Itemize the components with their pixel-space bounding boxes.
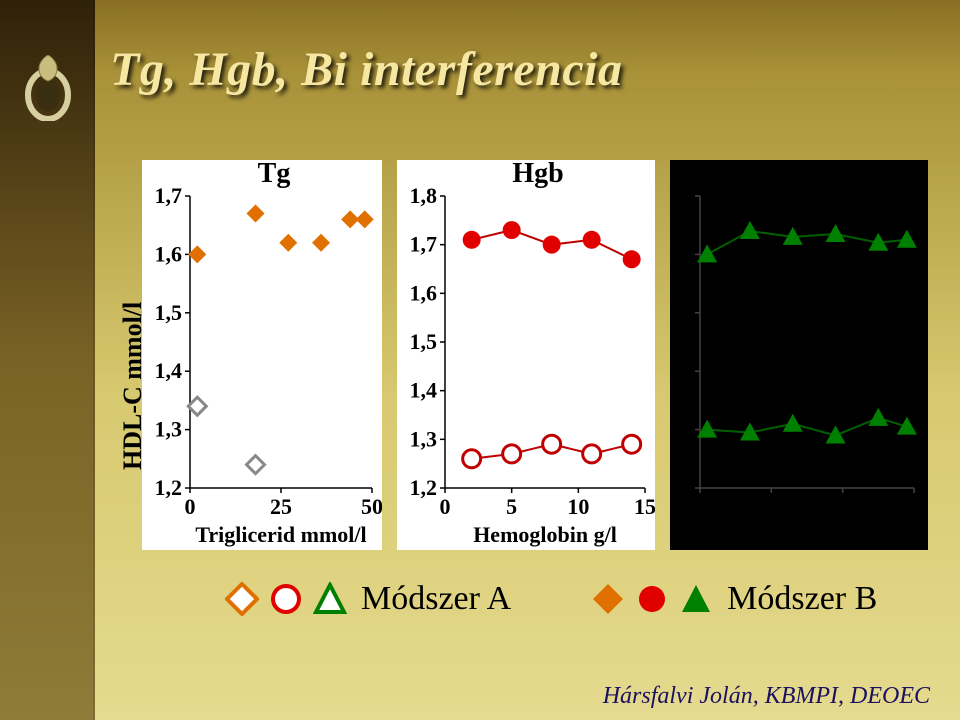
svg-text:15: 15 <box>634 494 655 519</box>
svg-text:0: 0 <box>440 494 451 519</box>
triangle-filled-icon <box>679 582 713 616</box>
svg-text:1,5: 1,5 <box>410 329 438 354</box>
chart-tg: Tg 1,2 1,3 1,4 1,5 1,6 1,7 0 25 50 Triglicerid mmo… <box>142 160 382 550</box>
slide-title: Tg, Hgb, Bi interferencia <box>110 42 622 97</box>
diamond-open-icon <box>225 582 259 616</box>
svg-text:1,8: 1,8 <box>410 183 438 208</box>
eyelet-icon <box>25 55 71 121</box>
svg-text:1,2: 1,2 <box>410 475 438 500</box>
svg-text:Hemoglobin g/l: Hemoglobin g/l <box>473 522 617 547</box>
panel-bi <box>670 160 928 550</box>
panel-tg: Tg 1,2 1,3 1,4 1,5 1,6 1,7 0 25 50 Triglicerid mmo… <box>142 160 382 550</box>
svg-text:50: 50 <box>361 494 382 519</box>
legend-method-b: Módszer B <box>591 580 877 618</box>
svg-text:Hgb: Hgb <box>512 160 563 189</box>
svg-text:1,3: 1,3 <box>155 417 183 442</box>
legend-b-label: Módszer B <box>727 580 877 618</box>
chart-hgb: Hgb 1,2 1,3 1,4 1,5 1,6 1,7 1,8 0 5 10 15 Hemoglobin… <box>397 160 655 550</box>
svg-text:1,4: 1,4 <box>155 358 183 383</box>
svg-text:5: 5 <box>506 494 517 519</box>
svg-text:1,7: 1,7 <box>410 232 438 257</box>
panel-hgb: Hgb 1,2 1,3 1,4 1,5 1,6 1,7 1,8 0 5 10 15 Hemoglobin… <box>397 160 655 550</box>
svg-text:25: 25 <box>270 494 292 519</box>
svg-text:1,7: 1,7 <box>155 183 183 208</box>
svg-text:10: 10 <box>567 494 589 519</box>
svg-text:1,5: 1,5 <box>155 300 183 325</box>
triangle-open-icon <box>313 582 347 616</box>
legend-a-label: Módszer A <box>361 580 511 618</box>
chart-bi <box>670 160 928 550</box>
svg-text:Triglicerid mmol/l: Triglicerid mmol/l <box>195 522 366 547</box>
legend-method-a: Módszer A <box>225 580 511 618</box>
footer-brand: Hársfalvi Jolán, KBMPI, DEOEC <box>603 683 930 710</box>
legend: Módszer A Módszer B <box>225 580 877 618</box>
svg-text:Tg: Tg <box>258 160 291 189</box>
circle-open-icon <box>269 582 303 616</box>
svg-text:1,4: 1,4 <box>410 378 438 403</box>
svg-text:1,6: 1,6 <box>410 280 438 305</box>
svg-text:1,3: 1,3 <box>410 426 438 451</box>
svg-text:1,2: 1,2 <box>155 475 183 500</box>
circle-filled-icon <box>635 582 669 616</box>
svg-text:1,6: 1,6 <box>155 241 183 266</box>
diamond-filled-icon <box>591 582 625 616</box>
svg-text:0: 0 <box>185 494 196 519</box>
